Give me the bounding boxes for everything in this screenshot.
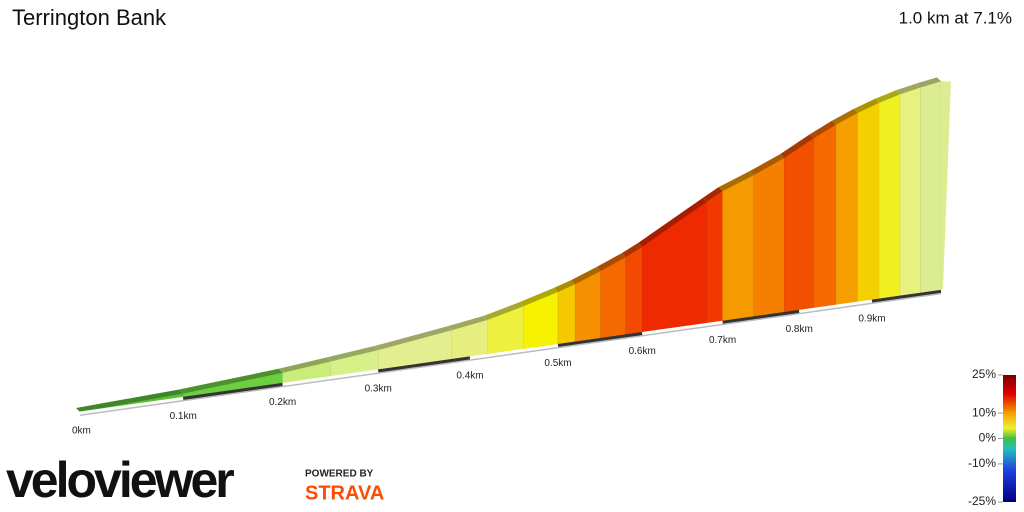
powered-by: POWERED BY — [305, 469, 374, 480]
gradient-segment — [753, 157, 785, 318]
segment-top — [832, 108, 858, 125]
gradient-segment — [557, 283, 576, 345]
distance-band — [871, 289, 942, 303]
gradient-segment — [783, 137, 815, 313]
distance-band — [557, 332, 643, 347]
x-tick-label: 0.8km — [786, 324, 813, 335]
segment-top — [596, 253, 626, 272]
segment-top — [749, 154, 785, 176]
x-tick-label: 0.5km — [544, 358, 571, 369]
segment-top — [179, 368, 283, 394]
segment-top — [278, 357, 331, 373]
distance-band — [377, 356, 471, 373]
gradient-segment — [878, 93, 901, 300]
segment-top — [853, 98, 880, 113]
distance-band — [282, 369, 379, 386]
x-tick-label: 0.2km — [269, 397, 296, 408]
distance-band — [182, 382, 283, 400]
x-tick-label: 0.4km — [456, 371, 483, 382]
gradient-segment — [857, 102, 880, 303]
gradient-segment — [625, 246, 643, 336]
segment-top — [326, 346, 379, 362]
colorbar-label: -25% — [968, 494, 996, 508]
colorbar-label: -10% — [968, 456, 996, 470]
colorbar — [1003, 375, 1016, 502]
distance-band — [469, 343, 559, 360]
x-tick-label: 0km — [72, 426, 91, 437]
x-tick-label: 0.3km — [365, 383, 392, 394]
segment-top — [571, 267, 601, 285]
strava: STRAVA — [305, 482, 384, 504]
segment-top — [621, 242, 643, 258]
distance-band — [798, 299, 873, 313]
x-tick-label: 0.6km — [629, 346, 656, 357]
distance-band — [641, 320, 723, 336]
segment-top — [702, 187, 723, 202]
summary: 1.0 km at 7.1% — [899, 8, 1012, 27]
x-tick-label: 0.1km — [170, 411, 197, 422]
segment-top — [638, 197, 707, 247]
segment-top — [718, 171, 754, 192]
colorbar-label: 25% — [972, 367, 996, 381]
segment-top — [780, 134, 815, 159]
gradient-segment — [835, 112, 858, 306]
title: Terrington Bank — [12, 5, 167, 30]
colorbar-label: 10% — [972, 405, 996, 419]
gradient-segment — [706, 190, 723, 324]
segment-top — [554, 280, 576, 292]
segment-top — [916, 77, 941, 88]
segment-top — [447, 315, 488, 331]
segment-top — [483, 302, 524, 320]
segment-top — [875, 90, 901, 103]
distance-band — [79, 396, 184, 415]
segment-top — [896, 83, 921, 95]
distance-band — [722, 309, 800, 324]
segment-top — [374, 326, 452, 351]
segment-top — [810, 120, 837, 139]
gradient-segment — [600, 256, 626, 339]
segment-top — [519, 287, 558, 307]
segment-top — [76, 389, 184, 412]
logo: veloviewer — [6, 452, 234, 508]
colorbar-label: 0% — [979, 431, 997, 445]
gradient-segment — [920, 80, 942, 294]
gradient-segment — [813, 124, 837, 309]
end-face — [941, 81, 951, 291]
x-tick-label: 0.9km — [858, 314, 885, 325]
gradient-segment — [722, 174, 754, 322]
x-tick-label: 0.7km — [709, 335, 736, 346]
gradient-segment — [899, 87, 921, 297]
